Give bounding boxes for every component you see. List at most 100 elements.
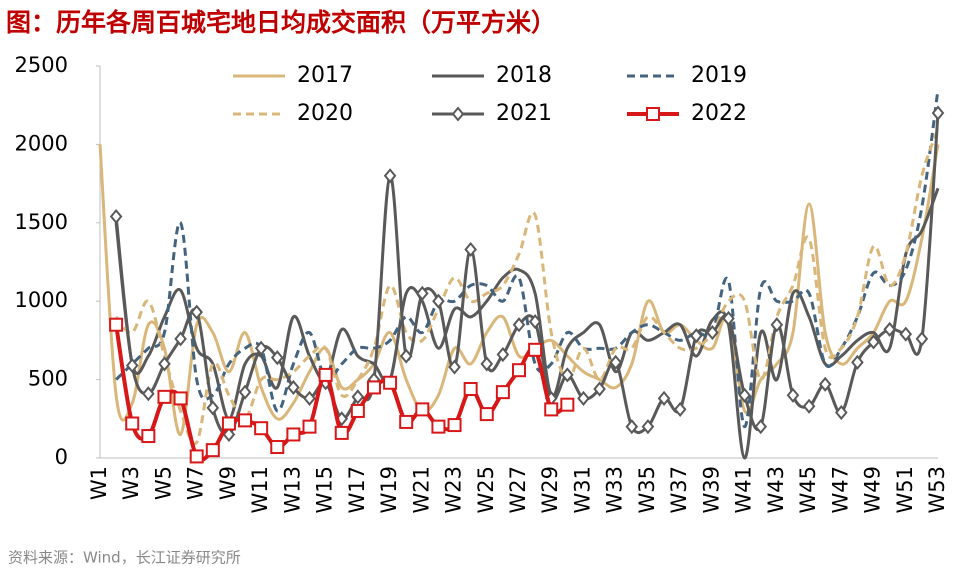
y-tick-label: 1000 (15, 288, 68, 312)
x-tick-label: W33 (603, 466, 627, 514)
series-marker (141, 429, 156, 444)
series-marker (125, 357, 139, 374)
series-marker (238, 413, 253, 428)
series-marker (512, 363, 526, 378)
x-tick-label: W51 (893, 466, 917, 514)
x-tick-label: W35 (635, 466, 659, 514)
series-marker (157, 389, 172, 404)
series-marker (754, 419, 768, 435)
series-marker (174, 331, 187, 347)
x-tick-label: W31 (570, 466, 594, 514)
series-marker (287, 379, 300, 396)
series-marker (802, 398, 816, 414)
x-tick-label: W37 (667, 466, 691, 514)
series-marker (560, 397, 575, 412)
series-marker (835, 404, 848, 421)
series-marker (786, 387, 800, 403)
legend-label: 2021 (496, 101, 552, 126)
series-marker (109, 317, 124, 332)
series-marker (318, 367, 333, 382)
x-tick-label: W3 (119, 466, 143, 500)
series-marker (221, 416, 236, 431)
y-tick-label: 0 (55, 445, 68, 469)
legend-label: 2018 (496, 63, 552, 88)
x-tick-label: W39 (699, 466, 723, 514)
series-marker (770, 317, 784, 333)
x-tick-label: W19 (377, 466, 401, 514)
series-marker (689, 328, 703, 344)
series-marker (528, 342, 543, 357)
x-tick-label: W21 (409, 466, 433, 514)
x-tick-label: W17 (345, 466, 369, 514)
series-marker (383, 168, 397, 184)
x-tick-label: W7 (184, 466, 208, 500)
series-marker (593, 381, 606, 397)
series-line (98, 144, 940, 436)
series-marker (270, 350, 284, 366)
series-marker (109, 208, 123, 225)
series-marker (334, 425, 349, 440)
series-marker (738, 387, 751, 403)
series-marker (673, 401, 687, 417)
series-marker (206, 400, 220, 416)
series-marker (366, 380, 381, 395)
series-marker (254, 340, 268, 356)
x-tick-label: W11 (248, 466, 272, 514)
series-marker (415, 402, 430, 417)
series-marker (512, 317, 526, 333)
series-marker (399, 414, 414, 429)
series-marker (641, 419, 655, 435)
series-marker (480, 356, 494, 372)
series-marker (479, 407, 494, 422)
x-tick-label: W43 (764, 466, 788, 514)
series-marker (528, 314, 542, 330)
x-tick-label: W5 (151, 466, 175, 500)
legend-marker (646, 107, 660, 121)
series-marker (818, 376, 832, 392)
chart-title: 图：历年各周百城宅地日均成交面积（万平方米） (6, 8, 556, 37)
x-tick-label: W47 (828, 466, 852, 514)
series-marker (432, 293, 445, 309)
series-marker (142, 386, 155, 402)
series-marker (416, 285, 429, 301)
series-marker (383, 375, 398, 390)
series-marker (399, 348, 413, 364)
series-marker (577, 390, 590, 406)
y-tick-label: 2000 (15, 131, 68, 155)
series-marker (625, 419, 639, 435)
x-tick-label: W41 (732, 466, 756, 514)
series-marker (270, 440, 285, 455)
x-tick-label: W53 (925, 466, 949, 514)
series-marker (238, 384, 252, 400)
legend-label: 2020 (297, 101, 353, 126)
series-marker (706, 324, 719, 341)
series-marker (125, 416, 140, 431)
x-tick-label: W1 (87, 466, 111, 500)
series-marker (463, 382, 478, 397)
series-marker (190, 304, 203, 320)
x-tick-label: W13 (280, 466, 304, 514)
series-marker (254, 421, 269, 436)
y-tick-label: 2500 (15, 53, 68, 77)
series-marker (286, 427, 301, 442)
x-tick-label: W29 (538, 466, 562, 514)
legend-label: 2019 (691, 63, 747, 88)
series-marker (448, 359, 461, 375)
series-marker (495, 385, 510, 400)
series-marker (851, 354, 864, 370)
series-marker (544, 402, 559, 417)
series-marker (222, 426, 236, 443)
series-marker (189, 449, 204, 464)
series-marker (609, 354, 622, 370)
series-marker (883, 321, 896, 337)
legend-marker (451, 106, 465, 122)
series-marker (722, 310, 735, 327)
series-marker (302, 419, 317, 434)
series-marker (158, 356, 171, 372)
series-marker (657, 390, 671, 406)
series-line (114, 128, 940, 446)
series-marker (173, 391, 188, 406)
series-marker (496, 346, 510, 363)
series-line (114, 187, 940, 460)
